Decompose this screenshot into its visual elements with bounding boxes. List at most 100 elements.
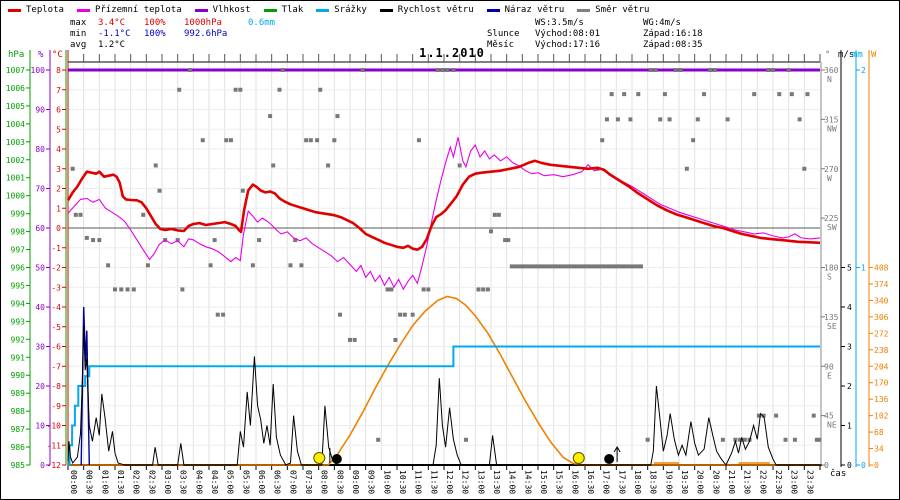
svg-text:-11: -11 [47,441,62,450]
stats-avg-temperature: 1.2°C [98,40,126,50]
svg-text:m/s: m/s [838,50,854,60]
stats-max-pressure: 1000hPa [184,18,222,28]
sun-row: Slunce Východ:08:01 Západ:16:18 [487,29,703,40]
svg-text:E: E [827,371,832,380]
svg-text:70: 70 [35,185,45,194]
legend-label: Náraz větru [504,5,565,15]
svg-text:-4: -4 [51,303,61,312]
svg-text:45: 45 [824,412,834,421]
svg-text:13:30: 13:30 [492,470,501,494]
series-precipitation [68,345,820,466]
sun-label: Slunce [487,29,520,39]
svg-text:11:30: 11:30 [429,470,438,494]
stats-row-min: min -1.1°C 100% 992.6hPa [70,29,275,40]
svg-text:00:30: 00:30 [85,470,94,494]
moon-set: Západ:08:35 [643,40,703,50]
svg-text:4: 4 [56,145,61,154]
wind-speed-max: WS:3.5m/s [535,18,584,28]
axis-wind: m/s 5 4 3 2 1 0 [838,50,854,470]
svg-text:23:30: 23:30 [805,470,814,494]
svg-text:22:30: 22:30 [774,470,783,494]
svg-text:23:00: 23:00 [790,470,799,494]
svg-text:°: ° [825,50,830,60]
svg-text:135: 135 [824,313,839,322]
svg-text:-8: -8 [51,382,61,391]
legend-item-2: Vlhkost [194,5,251,15]
svg-text:NE: NE [827,421,837,430]
sun-rise: Východ:08:01 [535,29,601,39]
legend: Teplota Přízemní teplota Vlhkost Tlak Srážky… [8,5,662,15]
svg-text:374: 374 [874,280,889,289]
svg-text:16:00: 16:00 [570,470,579,494]
stats-block: max 3.4°C 100% 1000hPa 0.6mm min -1.1°C … [70,18,275,51]
moon-row: Měsíc Východ:17:16 Západ:08:35 [487,40,703,51]
svg-text:21:30: 21:30 [743,470,752,494]
svg-text:15:00: 15:00 [539,470,548,494]
svg-text:136: 136 [874,395,889,404]
svg-text:6: 6 [56,106,61,115]
svg-text:-12: -12 [47,461,62,470]
svg-text:20:00: 20:00 [696,470,705,494]
astro-markers [313,446,621,464]
svg-text:987: 987 [11,425,26,434]
svg-text:272: 272 [874,329,889,338]
stats-row-max: max 3.4°C 100% 1000hPa 0.6mm [70,18,275,29]
svg-text:225: 225 [824,214,839,223]
stats-max-temperature: 3.4°C [98,18,126,28]
svg-text:NW: NW [827,124,837,133]
series-wind-speed [67,326,820,466]
moonrise-marker-icon [604,454,615,464]
svg-text:988: 988 [11,407,26,416]
stats-min-pressure: 992.6hPa [184,29,228,39]
stats-row-avg: avg 1.2°C [70,40,275,51]
plot-borders [67,54,822,470]
svg-text:2: 2 [56,185,61,194]
svg-text:50: 50 [35,264,45,273]
svg-text:07:30: 07:30 [304,470,313,494]
svg-text:09:00: 09:00 [351,470,360,494]
gridlines [68,62,820,465]
wind-summary-row: WS:3.5m/s WG:4m/s [487,18,703,29]
svg-text:W: W [871,50,877,60]
svg-text:1002: 1002 [6,156,25,165]
stats-min-humidity: 100% [144,29,166,39]
svg-text:11:00: 11:00 [414,470,423,494]
legend-swatch-icon [76,8,90,12]
legend-label: Přízemní teplota [94,5,182,15]
legend-label: Rychlost větru [397,5,474,15]
sunset-marker-icon [572,452,585,464]
svg-text:990: 990 [11,371,26,380]
svg-text:03:30: 03:30 [179,470,188,494]
svg-text:238: 238 [874,346,889,355]
svg-text:04:30: 04:30 [210,470,219,494]
svg-text:00:00: 00:00 [69,470,78,494]
svg-text:306: 306 [874,313,889,322]
svg-text:270: 270 [824,165,839,174]
legend-item-5: Rychlost větru [379,5,474,15]
svg-text:68: 68 [874,428,884,437]
moon-rise: Východ:17:16 [535,40,601,50]
stats-min-temperature: -1.1°C [98,29,131,39]
svg-text:02:00: 02:00 [132,470,141,494]
svg-text:90: 90 [35,106,45,115]
svg-text:04:00: 04:00 [194,470,203,494]
svg-text:1: 1 [56,204,61,213]
legend-label: Směr větru [595,5,650,15]
svg-text:994: 994 [11,299,26,308]
moon-label: Měsíc [487,40,515,50]
svg-text:5: 5 [847,264,852,273]
svg-text:12:30: 12:30 [461,470,470,494]
svg-text:mm: mm [852,50,863,60]
svg-text:14:00: 14:00 [508,470,517,494]
legend-item-0: Teplota [8,5,64,15]
svg-text:999: 999 [11,210,26,219]
stats-max-precipitation: 0.6mm [248,18,276,28]
svg-text:90: 90 [824,362,834,371]
svg-text:992: 992 [11,335,26,344]
svg-text:996: 996 [11,264,26,273]
svg-text:30: 30 [35,343,45,352]
svg-text:0: 0 [861,461,866,470]
svg-text:08:30: 08:30 [335,470,344,494]
